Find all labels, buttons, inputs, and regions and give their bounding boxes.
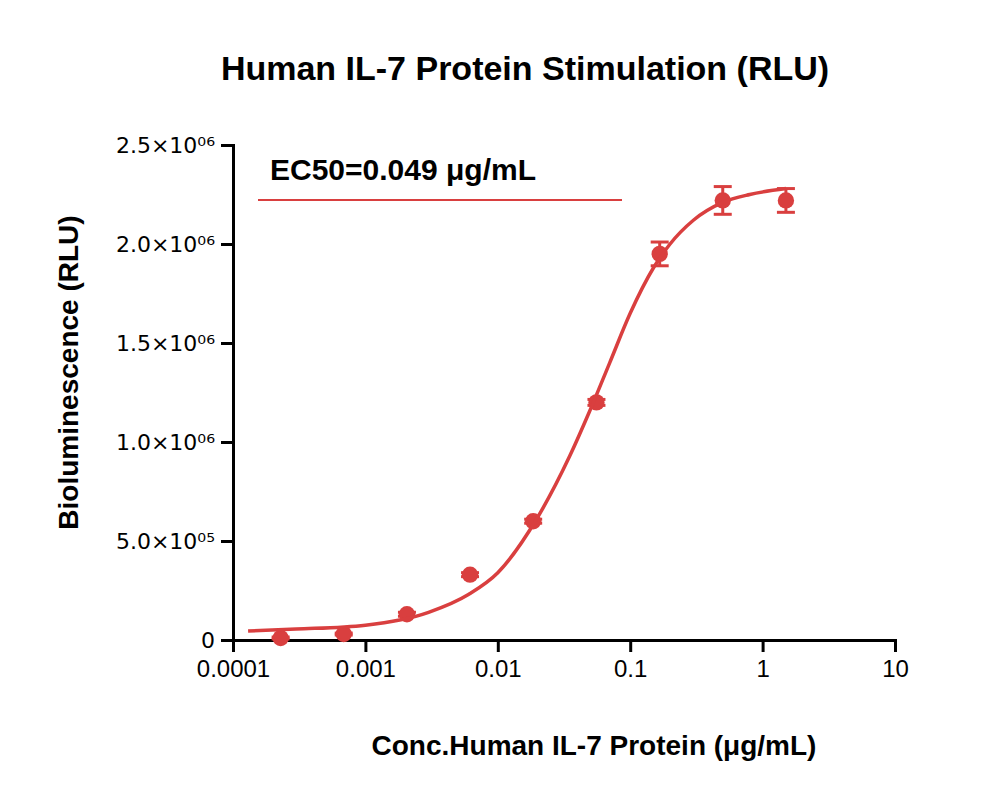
- x-tick-label: 0.1: [614, 655, 647, 682]
- error-bar-cap: [651, 241, 669, 244]
- y-tick-mark: [221, 639, 233, 642]
- x-tick-mark: [497, 640, 500, 652]
- data-point: [272, 630, 288, 646]
- data-point: [462, 566, 478, 582]
- y-tick-label: 2.0×10⁰⁶: [116, 232, 215, 257]
- title: Human IL-7 Protein Stimulation (RLU): [221, 49, 829, 87]
- x-tick-mark: [762, 640, 765, 652]
- y-tick-mark: [221, 144, 233, 147]
- x-tick: 10: [882, 640, 909, 682]
- x-tick-mark: [629, 640, 632, 652]
- x-tick-mark: [364, 640, 367, 652]
- annotation: EC50=0.049 μg/mL: [270, 153, 536, 186]
- x-axis: 0.0001 0.001 0.01 0.1 1 10: [197, 640, 909, 682]
- y-tick-label: 5.0×10⁰⁵: [116, 529, 215, 554]
- x-tick-label: 0.0001: [197, 655, 270, 682]
- y-tick: 5.0×10⁰⁵: [116, 529, 233, 554]
- plot-area: [248, 187, 795, 647]
- x-tick-label: 0.001: [336, 655, 396, 682]
- y-tick-label: 1.0×10⁰⁶: [116, 430, 215, 455]
- x-axis-title: Conc.Human IL-7 Protein (μg/mL): [372, 730, 817, 761]
- x-tick-label: 10: [882, 655, 909, 682]
- y-tick: 1.5×10⁰⁶: [116, 331, 233, 356]
- y-axis-line: [221, 146, 234, 641]
- x-tick-mark: [894, 640, 897, 652]
- y-tick-mark: [221, 243, 233, 246]
- error-bar: [777, 189, 795, 213]
- error-bar-cap: [714, 185, 732, 188]
- data-point: [778, 192, 794, 208]
- y-tick-mark: [221, 441, 233, 444]
- error-bar-cap: [777, 211, 795, 214]
- y-tick-label: 0: [201, 628, 215, 653]
- y-tick-label: 1.5×10⁰⁶: [116, 331, 215, 356]
- y-tick: 2.0×10⁰⁶: [116, 232, 233, 257]
- x-tick-label: 1: [756, 655, 769, 682]
- y-tick-label: 2.5×10⁰⁶: [116, 133, 215, 158]
- y-tick: 1.0×10⁰⁶: [116, 430, 233, 455]
- y-tick-mark: [221, 540, 233, 543]
- x-tick: 0.001: [336, 640, 396, 682]
- x-tick-label: 0.01: [475, 655, 522, 682]
- x-tick: 0.01: [475, 640, 522, 682]
- y-tick-mark: [221, 342, 233, 345]
- chart: Human IL-7 Protein Stimulation (RLU) 0.00…: [0, 0, 1000, 800]
- y-axis-title: Bioluminescence (RLU): [53, 215, 84, 529]
- x-tick: 0.1: [614, 640, 647, 682]
- x-axis-line: [234, 641, 896, 653]
- y-axis: 0 5.0×10⁰⁵ 1.0×10⁰⁶ 1.5×10⁰⁶ 2.0×10⁰⁶ 2.5×10⁰…: [116, 133, 234, 653]
- x-tick: 1: [756, 640, 769, 682]
- y-tick: 2.5×10⁰⁶: [116, 133, 233, 158]
- annotation-line: [258, 199, 622, 201]
- error-bar-cap: [714, 213, 732, 216]
- fit-curve: [248, 189, 786, 632]
- error-bar: [651, 242, 669, 266]
- y-tick: 0: [201, 628, 233, 653]
